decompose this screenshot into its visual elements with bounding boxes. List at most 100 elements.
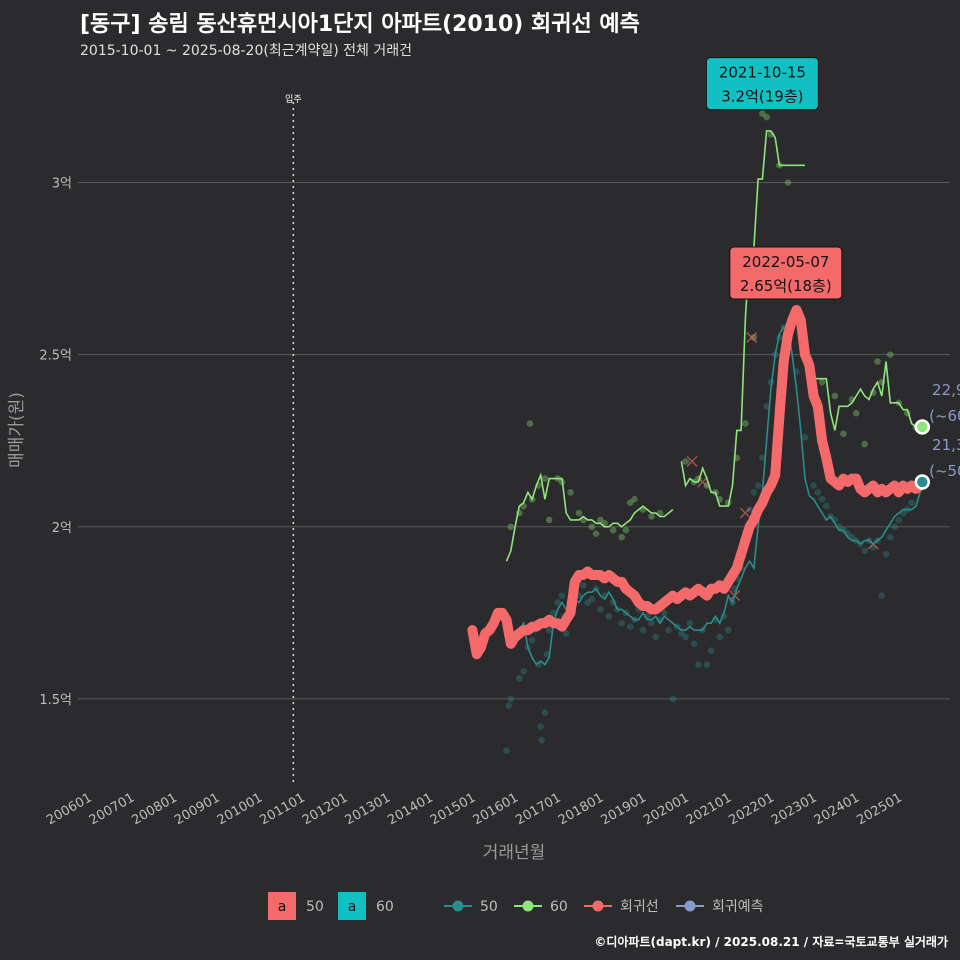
scatter-point-s50 [516, 674, 523, 682]
chart-marks: 2021-10-15 3.2억(19층) 2022-05-07 2.65억(18층) 2… [467, 57, 960, 754]
scatter-point-s60 [831, 392, 839, 400]
scatter-point-s50 [724, 626, 732, 634]
x-tick-label: 200801 [129, 790, 179, 828]
scatter-point-s50 [869, 544, 877, 551]
y-tick-label: 1.5억 [39, 693, 72, 708]
scatter-point-s60 [763, 113, 770, 121]
scatter-point-s50 [597, 606, 604, 613]
scatter-point-s50 [605, 613, 613, 620]
scatter-point-s60 [682, 458, 689, 465]
scatter-point-s60 [784, 179, 792, 186]
legend-letter: a [278, 899, 287, 915]
cross-marker [739, 507, 751, 519]
scatter-point-s60 [588, 523, 596, 531]
scatter-point-s50 [810, 482, 817, 489]
x-tick-label: 202101 [684, 790, 734, 828]
scatter-point-s60 [874, 358, 881, 365]
prediction-area: (~60㎡) [929, 407, 960, 425]
scatter-point-s50 [652, 633, 660, 641]
max-annotation-price: 2.65억(18층) [740, 277, 832, 295]
scatter-point-s60 [852, 409, 860, 417]
scatter-point-s50 [520, 668, 527, 675]
legend-swatch-label [338, 892, 366, 920]
legend-label: 회귀선 [620, 899, 659, 915]
scatter-point-s50 [550, 609, 557, 617]
series-line-60 [680, 130, 805, 507]
scatter-point-s60 [861, 440, 869, 448]
legend-label: 60 [376, 899, 394, 915]
scatter-point-s50 [639, 626, 647, 634]
scatter-point-s60 [618, 533, 625, 541]
x-tick-label: 200701 [87, 790, 137, 828]
max-annotation-date: 2021-10-15 [719, 64, 806, 82]
scatter-point-s60 [759, 110, 766, 117]
scatter-point-s50 [648, 619, 655, 627]
scatter-point-s50 [528, 637, 536, 644]
chart-title: [동구] 송림 동산휴먼시아1단지 아파트(2010) 회귀선 예측 [80, 12, 640, 37]
scatter-point-s50 [801, 433, 809, 441]
scatter-point-s60 [750, 334, 758, 341]
scatter-point-s60 [541, 475, 549, 482]
scatter-point-s50 [545, 626, 553, 634]
scatter-point-s50 [759, 454, 766, 462]
scatter-point-s60 [622, 526, 630, 534]
legend-swatch-label [268, 892, 296, 920]
prediction-point [914, 474, 931, 490]
x-tick-label: 202501 [854, 790, 904, 828]
scatter-point-s60 [597, 516, 604, 524]
legend-label: 회귀예측 [712, 899, 764, 915]
footer-credit: ©디아파트(dapt.kr) / 2025.08.21 / 자료=국토교통부 실… [594, 935, 948, 949]
x-tick-label: 202401 [812, 790, 862, 828]
scatter-point-s50 [537, 723, 544, 730]
scatter-point-s60 [840, 430, 847, 438]
scatter-point-s50 [716, 633, 724, 641]
scatter-point-s60 [545, 516, 553, 524]
legend-dot [684, 900, 696, 912]
y-tick-label: 2.5억 [39, 349, 72, 364]
scatter-point-s50 [505, 702, 512, 710]
scatter-point-s50 [507, 695, 515, 703]
scatter-point-s50 [861, 547, 869, 555]
scatter-point-s50 [695, 661, 702, 668]
scatter-point-s50 [538, 736, 545, 744]
scatter-point-s50 [686, 619, 694, 627]
y-axis-title: 매매가(원) [7, 392, 27, 468]
scatter-point-s50 [908, 499, 915, 506]
scatter-point-s50 [707, 647, 715, 655]
x-tick-label: 201301 [343, 790, 393, 828]
max-annotation-price: 3.2억(19층) [721, 88, 803, 106]
legend-dot [592, 900, 604, 912]
legend-label: 60 [550, 899, 568, 915]
scatter-point-s50 [823, 502, 830, 510]
scatter-point-s50 [669, 695, 677, 703]
x-tick-label: 202001 [641, 790, 691, 828]
scatter-point-s60 [887, 351, 894, 358]
scatter-point-s50 [814, 489, 822, 496]
scatter-point-s60 [742, 420, 749, 427]
scatter-point-s50 [665, 626, 672, 634]
x-tick-label: 201801 [556, 790, 606, 828]
scatter-point-s60 [575, 509, 583, 517]
legend-label: 50 [306, 899, 324, 915]
scatter-point-s50 [541, 709, 549, 716]
prediction-area: (~50㎡) [929, 462, 960, 480]
scatter-point-s50 [678, 630, 685, 637]
scatter-point-s50 [682, 633, 689, 641]
scatter-point-s50 [535, 661, 542, 668]
scatter-point-s60 [567, 489, 574, 496]
cross-marker [686, 455, 698, 467]
x-tick-label: 201701 [513, 790, 563, 828]
scatter-point-s60 [648, 513, 655, 520]
x-tick-label: 200601 [44, 790, 94, 828]
x-tick-label: 201601 [471, 790, 521, 828]
x-tick-label: 202301 [769, 790, 819, 828]
cross-marker [746, 331, 758, 343]
max-annotation-box [729, 246, 843, 300]
prediction-point [914, 419, 931, 435]
move-in-label: 입주 [285, 93, 302, 105]
scatter-point-s50 [878, 592, 886, 599]
scatter-point-s60 [631, 495, 638, 503]
chart-subtitle: 2015-10-01 ~ 2025-08-20(최근계약일) 전체 거래건 [80, 43, 412, 59]
scatter-point-s50 [503, 747, 510, 754]
